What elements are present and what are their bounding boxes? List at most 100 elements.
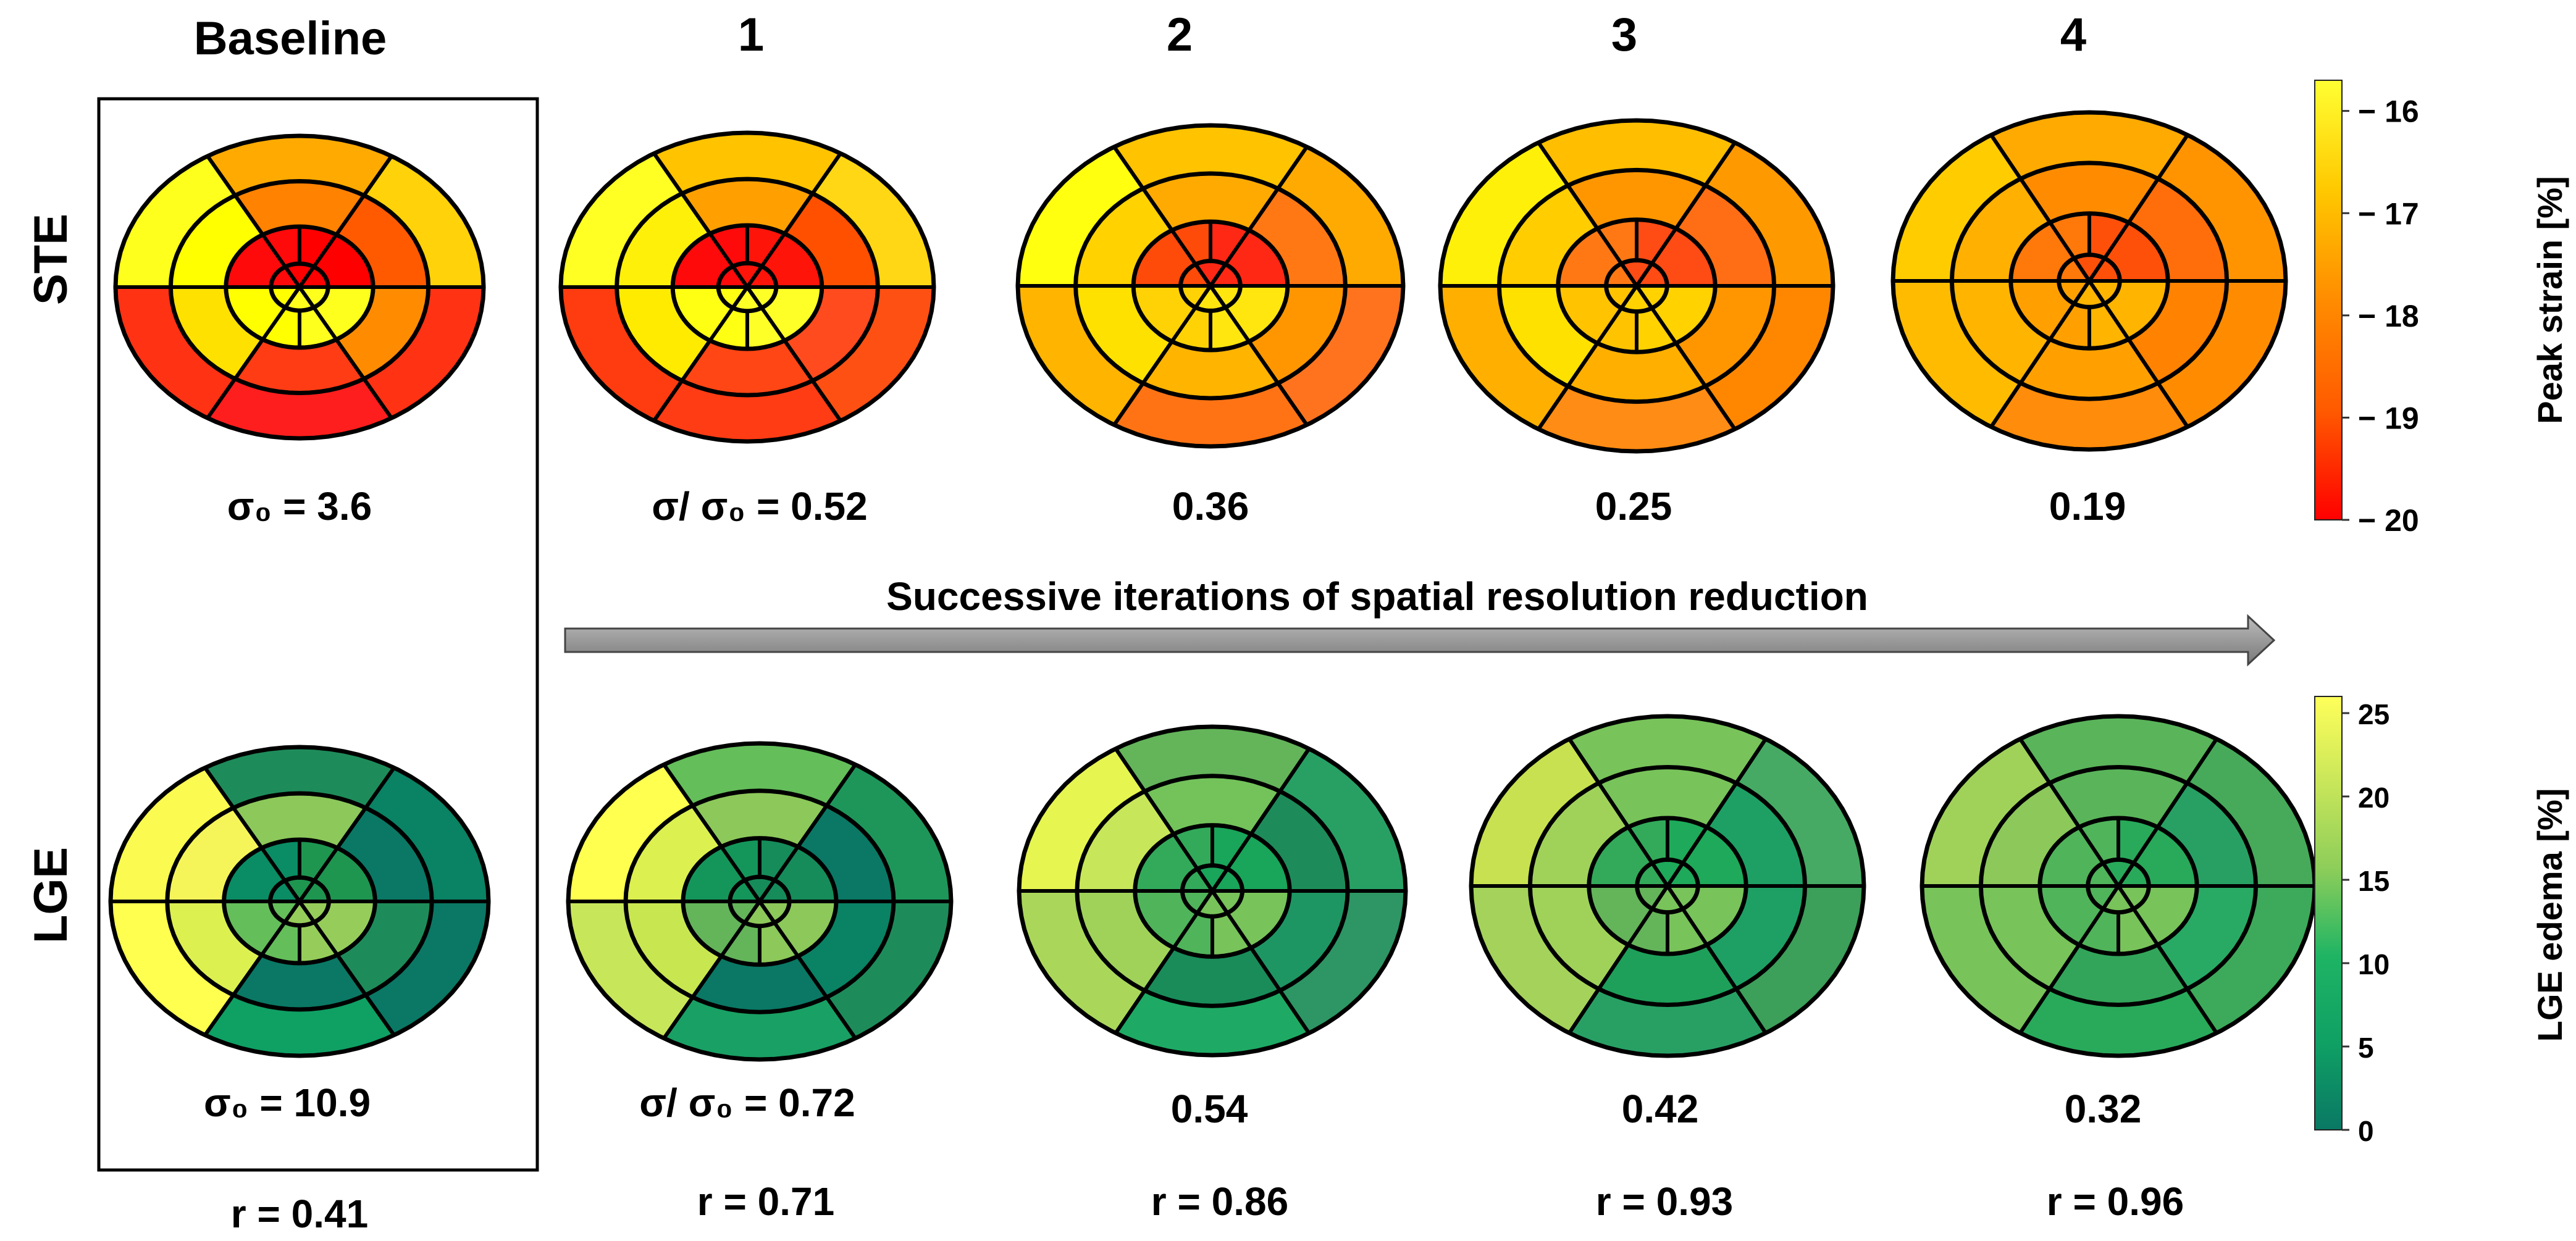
ste-ring-outline-1 xyxy=(558,130,936,444)
lge-ring-outline-4 xyxy=(1635,857,1700,915)
ste-sigma-label-4: 0.19 xyxy=(2049,484,2126,529)
ste-spoke-line xyxy=(1989,133,2189,428)
lge-ring-outline-2 xyxy=(1527,764,1808,1008)
ste-colorbar-tick-label: − 16 xyxy=(2358,94,2419,129)
ste-bullseye-0 xyxy=(113,133,486,441)
lge-sigma-label-4: 0.32 xyxy=(2065,1087,2142,1131)
ste-ring-outline-3 xyxy=(224,224,375,350)
lge-ring-outline-1 xyxy=(1469,714,1866,1058)
lge-ring-outline-1 xyxy=(1919,714,2317,1058)
progression-arrow-label: Successive iterations of spatial resolut… xyxy=(886,574,1868,619)
ste-spoke-line xyxy=(1112,146,1309,426)
lge-bullseye-2 xyxy=(1017,724,1408,1058)
column-header-1: 1 xyxy=(738,9,764,61)
lge-bullseye-4 xyxy=(1919,714,2317,1058)
lge-ring-outline-1 xyxy=(566,741,954,1062)
lge-colorbar-ticks: 25 20 15 10 5 0 xyxy=(2342,698,2389,1147)
lge-ring-outline-2 xyxy=(165,791,434,1012)
ste-bullseye-2 xyxy=(1015,123,1406,449)
ste-ring-outline-1 xyxy=(113,133,486,441)
ste-ring-outline-2 xyxy=(1073,171,1348,401)
lge-colorbar-tick-label: 15 xyxy=(2358,865,2389,897)
lge-ring-outline-4 xyxy=(268,875,331,928)
lge-ring-outline-4 xyxy=(2086,857,2151,915)
lge-sigma-label-1: σ/ σ₀ = 0.72 xyxy=(639,1080,855,1125)
ste-colorbar-bar xyxy=(2314,80,2343,520)
ste-colorbar-tick-label: − 18 xyxy=(2358,299,2419,333)
ste-spoke-line xyxy=(206,155,393,419)
lge-spoke-line xyxy=(2018,738,2218,1034)
ste-ring-outline-2 xyxy=(615,177,880,398)
lge-ring-outline-2 xyxy=(1978,764,2259,1008)
lge-ring-outline-3 xyxy=(1133,823,1292,959)
progression-arrow xyxy=(564,614,2276,667)
lge-ring-outline-3 xyxy=(2037,816,2199,956)
ste-colorbar-ticks: − 16 − 17 − 18 − 19 − 20 xyxy=(2342,94,2419,538)
lge-colorbar-tick-label: 10 xyxy=(2358,948,2389,980)
r-value-baseline: r = 0.41 xyxy=(231,1192,368,1236)
lge-ring-outline-3 xyxy=(222,837,377,966)
ste-colorbar-tick-label: − 17 xyxy=(2358,196,2419,231)
lge-spoke-line xyxy=(203,766,396,1037)
baseline-frame xyxy=(97,97,539,1172)
ste-spoke-line xyxy=(1537,141,1737,430)
lge-ring-outline-2 xyxy=(1075,774,1350,1008)
ste-ring-outline-1 xyxy=(1438,118,1836,454)
ste-ring-outline-4 xyxy=(716,261,779,314)
ste-ring-outline-1 xyxy=(1015,123,1406,449)
lge-ring-outline-3 xyxy=(681,836,839,967)
lge-ring-outline-3 xyxy=(1587,816,1748,956)
row-label-ste: STE xyxy=(25,214,77,305)
lge-bullseye-row xyxy=(108,714,2317,1062)
ste-ring-outline-4 xyxy=(1604,257,1669,314)
ste-ring-outline-3 xyxy=(2008,211,2170,351)
ste-ring-outline-1 xyxy=(1890,110,2288,452)
ste-sigma-label-2: 0.36 xyxy=(1172,484,1249,529)
ste-ring-outline-2 xyxy=(1496,167,1777,404)
r-value-3: r = 0.93 xyxy=(1596,1179,1733,1224)
ste-ring-outline-3 xyxy=(1131,219,1290,353)
r-value-1: r = 0.71 xyxy=(697,1179,834,1224)
lge-ring-outline-4 xyxy=(1180,863,1245,919)
ste-colorbar: − 16 − 17 − 18 − 19 − 20 Peak strain [%] xyxy=(2314,80,2569,538)
row-label-lge: LGE xyxy=(25,847,77,943)
ste-ring-outline-3 xyxy=(670,223,824,351)
lge-colorbar-tick-label: 0 xyxy=(2358,1115,2374,1147)
lge-spoke-line xyxy=(1567,738,1768,1034)
lge-bullseye-3 xyxy=(1469,714,1866,1058)
lge-spoke-line xyxy=(662,763,857,1040)
column-header-2: 2 xyxy=(1167,9,1193,61)
ste-ring-outline-2 xyxy=(168,178,431,396)
r-value-4: r = 0.96 xyxy=(2047,1179,2184,1224)
lge-ring-outline-4 xyxy=(728,874,792,929)
lge-sigma-label-2: 0.54 xyxy=(1171,1087,1248,1131)
ste-sigma-label-1: σ/ σ₀ = 0.52 xyxy=(652,484,867,529)
lge-ring-outline-2 xyxy=(623,788,896,1014)
lge-bullseye-1 xyxy=(566,741,954,1062)
ste-bullseye-row xyxy=(113,110,2288,454)
ste-sigma-label-3: 0.25 xyxy=(1595,484,1672,529)
lge-ring-outline-1 xyxy=(1017,724,1408,1058)
lge-spoke-line xyxy=(1114,747,1311,1035)
ste-colorbar-tick-label: − 20 xyxy=(2358,503,2419,538)
lge-colorbar: 25 20 15 10 5 0 LGE edema [%] xyxy=(2314,696,2569,1147)
ste-sigma-label-baseline: σ₀ = 3.6 xyxy=(227,484,372,529)
lge-colorbar-label: LGE edema [%] xyxy=(2530,788,2569,1042)
ste-ring-outline-3 xyxy=(1556,217,1718,354)
ste-colorbar-tick-label: − 19 xyxy=(2358,401,2419,435)
lge-colorbar-tick-label: 5 xyxy=(2358,1032,2374,1064)
lge-colorbar-tick-label: 25 xyxy=(2358,698,2389,730)
ste-ring-outline-4 xyxy=(269,261,330,313)
column-header-4: 4 xyxy=(2060,9,2086,61)
lge-colorbar-tick-label: 20 xyxy=(2358,782,2389,814)
ste-ring-outline-4 xyxy=(2057,253,2122,309)
r-value-2: r = 0.86 xyxy=(1151,1179,1288,1224)
ste-bullseye-3 xyxy=(1438,118,1836,454)
lge-ring-outline-1 xyxy=(108,745,491,1058)
lge-sigma-label-baseline: σ₀ = 10.9 xyxy=(204,1080,371,1125)
ste-spoke-line xyxy=(652,152,842,422)
lge-bullseye-0 xyxy=(108,745,491,1058)
column-header-baseline: Baseline xyxy=(194,12,387,65)
ste-ring-outline-4 xyxy=(1178,259,1243,313)
